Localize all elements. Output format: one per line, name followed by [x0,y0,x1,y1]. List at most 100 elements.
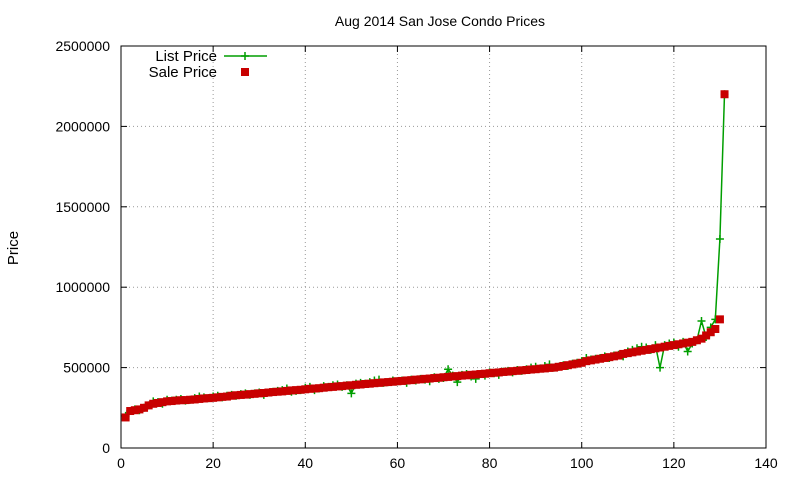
sale-price-point [683,338,692,347]
sale-price-point [559,361,568,370]
sale-price-point [153,398,162,407]
sale-price-point [264,388,273,397]
sale-price-point [218,392,227,401]
sale-price-point [430,374,439,383]
sale-price-point [398,376,407,385]
sale-price-point [250,389,259,398]
y-tick-label: 0 [102,440,110,456]
sale-price-point [338,382,347,391]
sale-price-point [715,315,724,324]
grid [121,46,766,448]
sale-price-point [577,358,586,367]
sale-price-point [407,376,416,385]
sale-price-point [255,389,264,398]
sale-price-point [393,377,402,386]
sale-price-point [706,328,715,337]
sale-price-point [513,366,522,375]
sale-price-point [375,378,383,387]
sale-price-point [328,382,337,391]
sale-price-point [550,363,559,372]
sale-price-point [301,385,310,394]
sale-price-point [536,364,545,373]
sale-price-point [144,401,153,410]
sale-price-point [568,360,577,369]
sale-price-point [485,369,494,378]
sale-price-point [351,380,360,389]
sale-price-point [130,406,139,415]
sale-price-point [527,365,536,374]
sale-price-point [181,396,190,405]
sale-price-point [241,390,250,399]
sale-price-point [121,413,130,422]
sale-price-point [434,373,443,382]
sale-price-point [517,366,526,375]
sale-price-point [439,373,448,382]
legend-label-sale-price: Sale Price [149,64,217,81]
sale-price-point [600,353,609,362]
legend-label-list-price: List Price [155,48,217,65]
sale-price-point [679,339,688,348]
sale-price-point [402,376,411,385]
sale-price-point [236,390,245,399]
sale-price-point [480,369,489,378]
sale-price-point [711,325,720,334]
sale-price-point [305,384,314,393]
sale-price-point [315,384,324,393]
sale-price-point [605,353,614,362]
plot-series [121,90,729,422]
sale-price-point [347,381,356,390]
sale-price-point [246,390,254,399]
sale-price-point [623,349,632,358]
sale-price-point [531,365,540,374]
sale-price-point [637,346,646,355]
list-price-point [444,365,453,374]
sale-price-point [453,372,462,381]
x-tick-label: 0 [117,455,125,471]
list-price-point [697,316,706,325]
sale-price-point [259,389,268,398]
sale-price-point [467,370,476,379]
sale-price-point [421,374,430,383]
sale-price-point [660,342,669,351]
y-tick-label: 2000000 [55,118,110,134]
sale-price-point [149,399,158,408]
sale-price-point [499,367,508,376]
sale-price-point [126,407,135,416]
sale-price-point [665,341,674,350]
sale-price-point [651,344,660,353]
legend-marker-list-price [241,52,249,60]
sale-price-point [674,340,683,349]
legend-marker-sale-price [241,68,249,76]
sale-price-point [688,337,697,346]
sale-price-point [199,394,208,403]
sale-price-point [379,378,388,387]
sale-price-point [333,382,342,391]
sale-price-point [642,345,651,354]
sale-price-point [324,383,333,392]
sale-price-point [490,368,499,377]
sale-price-point [273,387,282,396]
list-price-point [656,363,665,372]
sale-price-point [609,352,618,361]
list-price-point [715,234,724,243]
sale-price-point [319,383,328,392]
sale-price-point [476,370,485,379]
sale-price-point [232,391,241,400]
y-tick-label: 1000000 [55,279,110,295]
chart-title: Aug 2014 San Jose Condo Prices [335,13,545,29]
sale-price-point [471,370,480,379]
y-axis-label: Price [5,231,22,265]
sale-price-point [586,356,595,365]
sale-price-point [282,386,291,395]
sale-price-point [692,336,701,345]
sale-price-point [596,354,605,363]
sale-price-point [656,343,665,352]
sale-price-point [563,361,572,370]
sale-price-point [669,341,678,350]
sale-price-point [448,372,457,381]
x-tick-label: 40 [297,455,313,471]
sale-price-point [186,395,195,404]
sale-price-point [462,371,471,380]
